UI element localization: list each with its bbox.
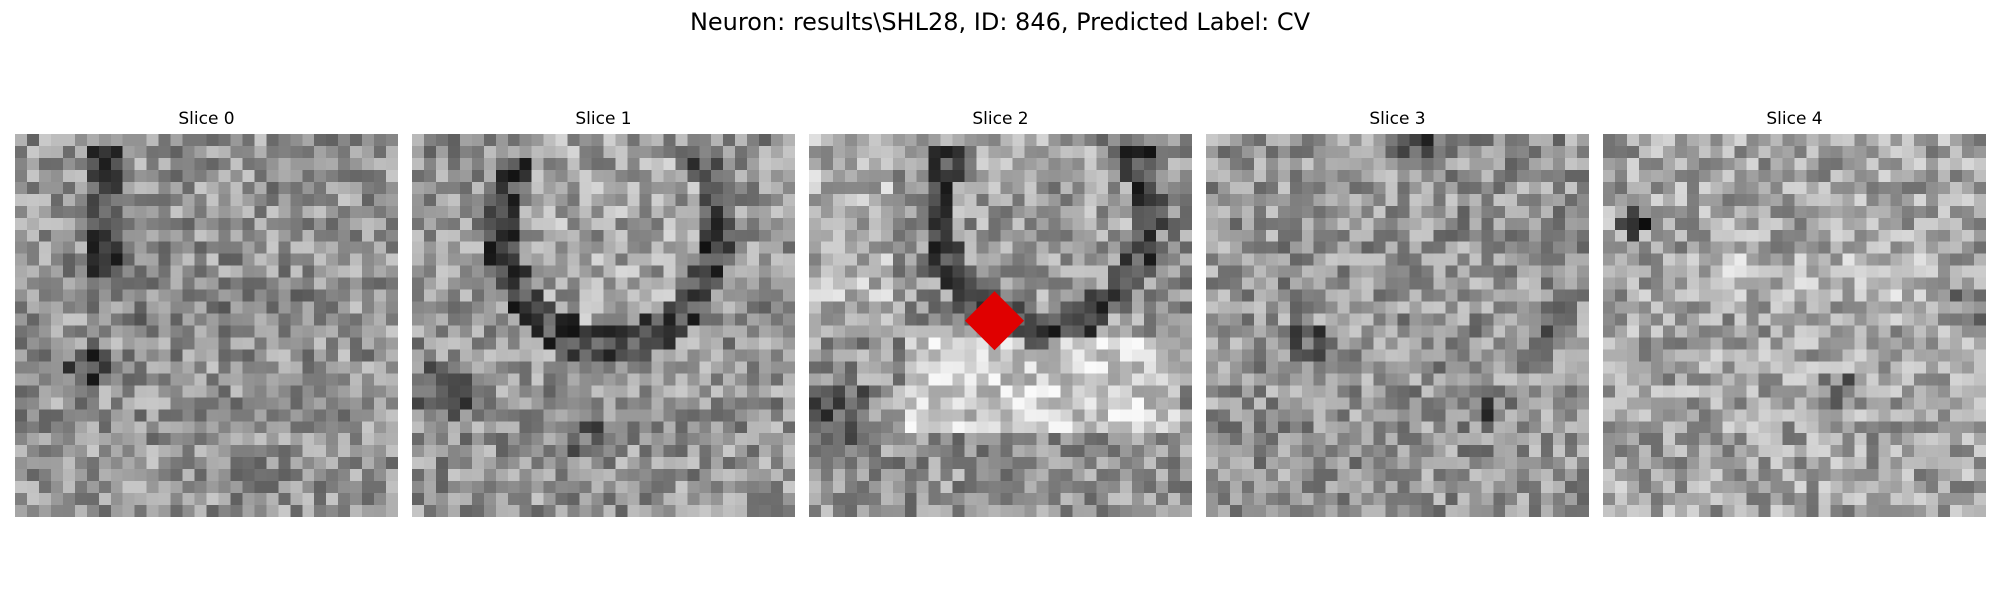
slice-title-4: Slice 4	[1766, 109, 1823, 129]
slice-panel-1: Slice 1	[412, 108, 795, 520]
slice-panel-0: Slice 0	[15, 108, 398, 520]
slice-image-0	[15, 134, 398, 517]
location-marker-icon	[964, 291, 1025, 351]
slice-panel-4: Slice 4	[1603, 108, 1986, 520]
slice-title-2: Slice 2	[972, 109, 1029, 129]
figure-title: Neuron: results\SHL28, ID: 846, Predicte…	[689, 8, 1311, 36]
slice-image-4	[1603, 134, 1986, 517]
slice-image-1	[412, 134, 795, 517]
slice-title-3: Slice 3	[1369, 109, 1426, 129]
slice-title-1: Slice 1	[575, 109, 632, 129]
slice-image-3	[1206, 134, 1589, 517]
slice-title-0: Slice 0	[178, 109, 235, 129]
slice-image-2	[809, 134, 1192, 517]
slice-panel-2: Slice 2	[809, 108, 1192, 520]
slice-panel-3: Slice 3	[1206, 108, 1589, 520]
